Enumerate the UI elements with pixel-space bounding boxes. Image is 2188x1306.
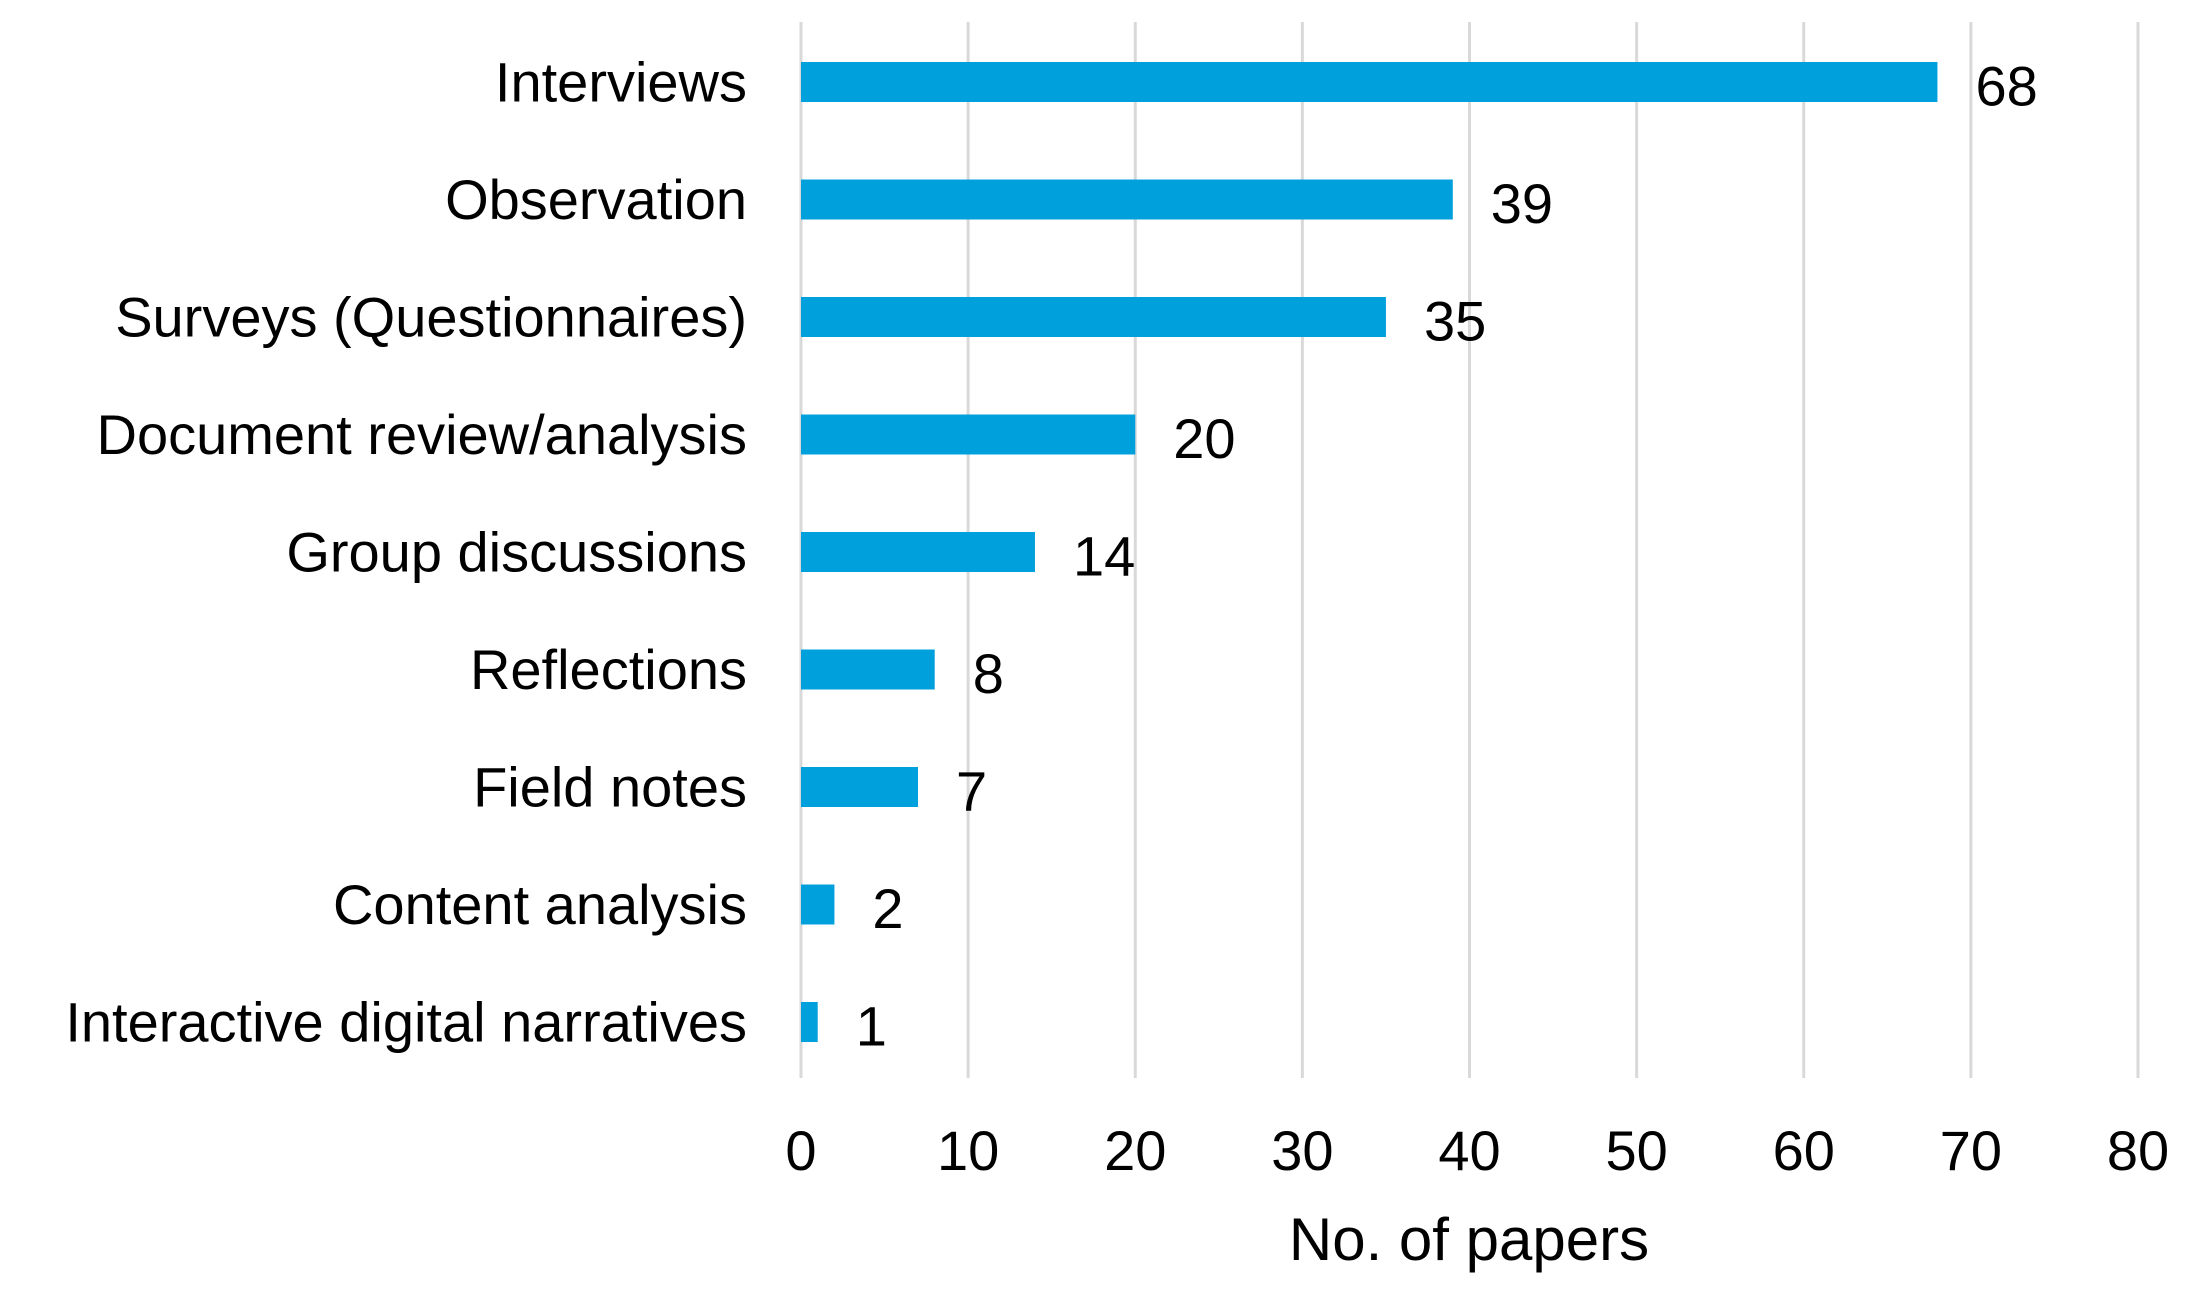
category-labels: Interviews Observation Surveys (Questionna… xyxy=(65,51,747,1054)
bars xyxy=(801,62,1938,1042)
bar-1 xyxy=(801,179,1453,220)
category-label-0: Interviews xyxy=(495,51,747,114)
value-label-2: 35 xyxy=(1424,290,1486,353)
category-label-6: Field notes xyxy=(473,756,747,819)
x-tick-label-0: 0 xyxy=(785,1119,816,1182)
bar-5 xyxy=(801,649,935,690)
value-label-6: 7 xyxy=(956,760,987,823)
value-label-5: 8 xyxy=(973,642,1004,705)
x-tick-label-10: 10 xyxy=(937,1119,999,1182)
x-tick-label-40: 40 xyxy=(1438,1119,1500,1182)
x-tick-label-20: 20 xyxy=(1104,1119,1166,1182)
bar-3 xyxy=(801,414,1136,455)
x-tick-label-70: 70 xyxy=(1940,1119,2002,1182)
bar-4 xyxy=(801,532,1035,572)
category-label-8: Interactive digital narratives xyxy=(65,991,747,1054)
bar-8 xyxy=(801,1002,818,1042)
x-tick-label-50: 50 xyxy=(1605,1119,1667,1182)
x-tick-label-60: 60 xyxy=(1773,1119,1835,1182)
bar-0 xyxy=(801,62,1938,102)
value-label-8: 1 xyxy=(856,995,887,1058)
category-label-1: Observation xyxy=(445,168,747,231)
x-tick-label-80: 80 xyxy=(2107,1119,2169,1182)
value-label-3: 20 xyxy=(1173,407,1235,470)
category-label-4: Group discussions xyxy=(286,521,747,584)
x-axis-title: No. of papers xyxy=(1289,1206,1649,1273)
value-label-7: 2 xyxy=(872,877,903,940)
bar-7 xyxy=(801,884,835,925)
value-label-1: 39 xyxy=(1491,172,1553,235)
bar-2 xyxy=(801,297,1386,337)
bar-6 xyxy=(801,767,918,807)
category-label-2: Surveys (Questionnaires) xyxy=(115,286,747,349)
category-label-5: Reflections xyxy=(470,638,747,701)
category-label-7: Content analysis xyxy=(333,873,747,936)
value-label-0: 68 xyxy=(1975,55,2037,118)
value-label-4: 14 xyxy=(1073,525,1135,588)
x-tick-label-30: 30 xyxy=(1271,1119,1333,1182)
category-label-3: Document review/analysis xyxy=(97,403,747,466)
x-tick-labels: 0 10 20 30 40 50 60 70 80 xyxy=(785,1119,2169,1182)
